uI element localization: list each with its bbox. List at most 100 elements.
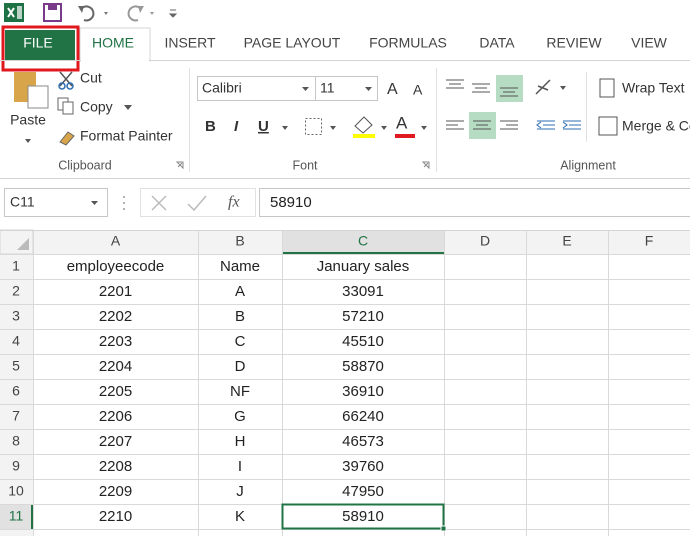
wrap-text-icon[interactable] <box>599 78 615 98</box>
column-header[interactable]: D <box>480 233 490 249</box>
cell[interactable]: 47950 <box>342 483 384 500</box>
align-center[interactable] <box>473 120 491 130</box>
cell[interactable]: J <box>236 483 244 500</box>
row-header[interactable]: 3 <box>12 308 20 324</box>
customize-icon[interactable] <box>168 9 178 18</box>
ribbon-tab[interactable]: FILE <box>23 35 53 51</box>
cut-label[interactable]: Cut <box>80 70 102 86</box>
column-header[interactable]: F <box>645 233 654 249</box>
align-right[interactable] <box>500 120 518 130</box>
cell[interactable]: C <box>235 333 246 350</box>
cell[interactable]: 2206 <box>99 408 132 425</box>
underline-dropdown[interactable] <box>282 126 288 130</box>
align-bottom[interactable] <box>500 87 518 97</box>
font-size-dropdown[interactable] <box>365 87 372 91</box>
cell[interactable]: 57210 <box>342 308 384 325</box>
cell[interactable]: B <box>235 308 245 325</box>
cell[interactable]: 2207 <box>99 433 132 450</box>
row-header[interactable]: 6 <box>12 383 20 399</box>
underline-button[interactable]: U <box>258 118 269 135</box>
fill-dropdown[interactable] <box>381 126 387 130</box>
orientation[interactable] <box>535 79 551 95</box>
cell[interactable]: 45510 <box>342 333 384 350</box>
format-painter-icon[interactable] <box>59 131 75 146</box>
row-header[interactable]: 4 <box>12 333 20 349</box>
row-header[interactable]: 2 <box>12 283 20 299</box>
cell[interactable]: 2209 <box>99 483 132 500</box>
insert-function[interactable]: fx <box>228 194 240 211</box>
decrease-indent[interactable] <box>536 120 555 130</box>
font-size[interactable]: 11 <box>320 80 335 96</box>
cell[interactable]: 66240 <box>342 408 384 425</box>
column-header[interactable]: E <box>562 233 571 249</box>
undo-icon[interactable] <box>81 5 95 22</box>
align-top[interactable] <box>446 79 464 89</box>
cell[interactable]: 36910 <box>342 383 384 400</box>
row-header[interactable]: 5 <box>12 358 20 374</box>
row-header[interactable]: 10 <box>8 483 24 499</box>
cell[interactable]: 58870 <box>342 358 384 375</box>
row-header[interactable]: 8 <box>12 433 20 449</box>
formula-input[interactable] <box>259 188 690 217</box>
cell[interactable]: 2204 <box>99 358 132 375</box>
row-header[interactable]: 7 <box>12 408 20 424</box>
formula-value[interactable]: 58910 <box>270 194 312 211</box>
cell[interactable]: 46573 <box>342 433 384 450</box>
undo-dropdown[interactable] <box>104 12 108 15</box>
dialog-launcher[interactable] <box>175 161 184 170</box>
paste-dropdown[interactable] <box>25 139 31 143</box>
font-color-button[interactable]: A <box>396 113 408 132</box>
ribbon-tab[interactable]: FORMULAS <box>369 35 447 51</box>
merge-center[interactable]: Merge & Center <box>622 118 690 134</box>
fill-color-button[interactable] <box>354 116 373 134</box>
font-color-dropdown[interactable] <box>421 126 427 130</box>
row-header[interactable]: 11 <box>9 508 24 524</box>
save-icon[interactable] <box>43 3 62 22</box>
cell[interactable]: 2202 <box>99 308 132 325</box>
column-header[interactable]: C <box>358 233 368 249</box>
cell[interactable]: H <box>235 433 246 450</box>
enter-button[interactable] <box>187 195 207 212</box>
cell[interactable]: A <box>235 283 245 300</box>
font-name-dropdown[interactable] <box>302 87 309 91</box>
borders-button[interactable] <box>305 118 322 135</box>
fill-handle[interactable] <box>440 525 447 532</box>
name-box-value[interactable]: C11 <box>10 194 35 210</box>
cell[interactable]: 2208 <box>99 458 132 475</box>
cell[interactable]: 2203 <box>99 333 132 350</box>
align-left[interactable] <box>446 120 464 130</box>
font-name[interactable]: Calibri <box>202 80 242 96</box>
cell[interactable]: 2210 <box>99 508 132 525</box>
copy-label[interactable]: Copy <box>80 99 113 115</box>
font-name-box[interactable] <box>197 76 316 101</box>
row-header[interactable]: 9 <box>12 458 20 474</box>
cell[interactable]: 2201 <box>99 283 132 300</box>
column-header[interactable]: A <box>111 233 121 249</box>
align-middle[interactable] <box>472 83 490 93</box>
borders-dropdown[interactable] <box>330 126 336 130</box>
cell[interactable]: Name <box>220 258 260 275</box>
row-header[interactable]: 1 <box>12 258 20 274</box>
bold-button[interactable]: B <box>205 118 216 135</box>
wrap-text[interactable]: Wrap Text <box>622 80 685 96</box>
cell[interactable]: D <box>235 358 246 375</box>
ribbon-tab[interactable]: VIEW <box>631 35 668 51</box>
name-box[interactable] <box>4 188 108 217</box>
cell[interactable]: K <box>235 508 245 525</box>
format-painter-label[interactable]: Format Painter <box>80 128 173 144</box>
column-header[interactable]: B <box>235 233 244 249</box>
ribbon-tab[interactable]: DATA <box>479 35 515 51</box>
dialog-launcher[interactable] <box>421 161 430 170</box>
cell[interactable]: I <box>238 458 242 475</box>
ribbon-tab[interactable]: INSERT <box>164 35 216 51</box>
cell[interactable]: January sales <box>317 258 410 275</box>
cell[interactable]: G <box>234 408 246 425</box>
cancel-button[interactable] <box>151 195 167 211</box>
orientation-dropdown[interactable] <box>560 86 566 90</box>
increase-indent[interactable] <box>562 120 581 130</box>
ribbon-tab[interactable]: HOME <box>92 35 134 51</box>
cell[interactable]: 33091 <box>342 283 384 300</box>
grow-font[interactable]: A <box>387 81 398 98</box>
cell[interactable]: 39760 <box>342 458 384 475</box>
cell[interactable]: employeecode <box>67 258 165 275</box>
